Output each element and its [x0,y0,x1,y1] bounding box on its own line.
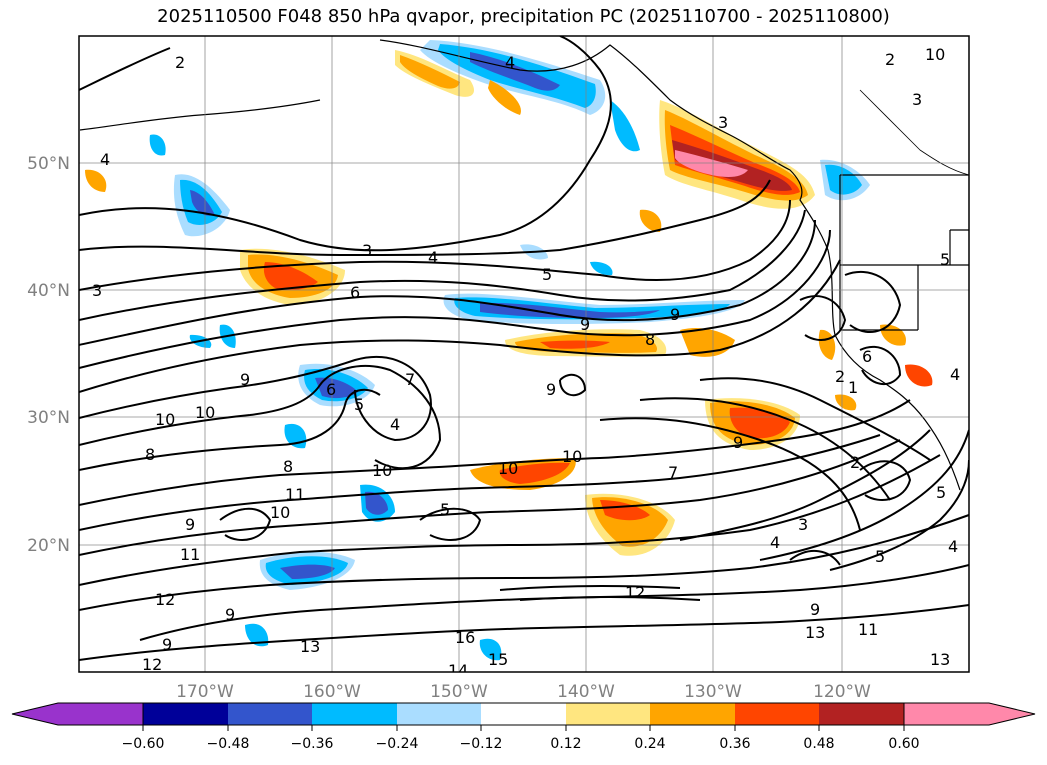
contour-label: 9 [162,635,172,654]
contour-label: 7 [668,463,678,482]
contour-label: 10 [195,403,215,422]
contour-label: 8 [283,457,293,476]
contour-label: 4 [390,415,400,434]
contour-label: 13 [930,650,950,669]
map-layers: 2 10 3 2 4 3 4 5 6 3 9 9 8 7 9 6 5 4 10 … [79,36,969,680]
contour-label: 6 [350,283,360,302]
lon-label-170w: 170°W [176,682,234,702]
lon-label-140w: 140°W [557,682,615,702]
contour-label: 5 [542,265,552,284]
contour-label: 3 [362,241,372,260]
contour-label: 8 [145,445,155,464]
contour-label: 9 [733,433,743,452]
contour-label: 7 [405,370,415,389]
contour-label: 4 [948,537,958,556]
contour-label: 13 [805,623,825,642]
contour-label: 8 [645,330,655,349]
colorbar: −0.60 −0.48 −0.36 −0.24 −0.12 0.12 0.24 … [11,702,1036,752]
contour-label: 6 [862,347,872,366]
contour-labels: 2 10 3 2 4 3 4 5 6 3 9 9 8 7 9 6 5 4 10 … [92,45,960,680]
contour-label: 5 [875,547,885,566]
colorbar-tick-label: 0.12 [550,736,581,752]
contour-label: 5 [440,500,450,519]
contour-label: 2 [835,367,845,386]
contour-label: 4 [505,53,515,72]
contour-label: 3 [92,281,102,300]
contour-label: 10 [562,447,582,466]
colorbar-extend-low [11,702,144,726]
contour-label: 3 [718,113,728,132]
contour-label: 6 [326,380,336,399]
contour-label: 12 [142,655,162,674]
contour-label: 4 [100,150,110,169]
contour-label: 10 [498,459,518,478]
map-title: 2025110500 F048 850 hPa qvapor, precipit… [157,6,890,27]
contour-label: 11 [285,485,305,504]
colorbar-bin [650,703,735,725]
contour-label: 2 [175,53,185,72]
contour-label: 10 [155,410,175,429]
contour-label: 3 [798,515,808,534]
colorbar-extend-high [903,702,1036,726]
colorbar-bin [566,703,650,725]
contour-label: 2 [850,453,860,472]
lat-label-40n: 40°N [27,281,70,301]
contour-label: 15 [488,650,508,669]
colorbar-bin [143,703,228,725]
lat-label-50n: 50°N [27,154,70,174]
colorbar-bin [481,703,566,725]
lon-label-120w: 120°W [813,682,871,702]
lat-label-30n: 30°N [27,408,70,428]
qvapor-contours [79,36,969,661]
contour-label: 9 [240,370,250,389]
lat-label-20n: 20°N [27,536,70,556]
contour-label: 12 [625,583,645,602]
contour-label: 5 [940,250,950,269]
contour-label: 4 [770,533,780,552]
contour-label: 9 [580,315,590,334]
colorbar-tick-label: 0.48 [803,736,834,752]
contour-label: 4 [950,365,960,384]
contour-label: 1 [848,378,858,397]
colorbar-bin [397,703,481,725]
map-frame [78,35,970,673]
colorbar-tick-label: 0.60 [888,736,919,752]
colorbar-tick-label: −0.24 [376,736,419,752]
contour-label: 9 [810,600,820,619]
lon-label-130w: 130°W [684,682,742,702]
contour-label: 13 [300,637,320,656]
colorbar-tick-label: −0.12 [460,736,503,752]
colorbar-bin [228,703,312,725]
contour-label: 14 [448,661,468,680]
contour-label: 5 [936,483,946,502]
map-background [79,36,969,672]
colorbar-bin [312,703,397,725]
lon-label-160w: 160°W [303,682,361,702]
contour-label: 5 [354,395,364,414]
lon-label-150w: 150°W [430,682,488,702]
contour-label: 9 [670,305,680,324]
colorbar-tick-label: −0.48 [207,736,250,752]
contour-label: 10 [270,503,290,522]
contour-label: 4 [428,248,438,267]
contour-label: 9 [546,380,556,399]
colorbar-bin [819,703,904,725]
contour-label: 2 [885,50,895,69]
colorbar-tick-label: −0.60 [122,736,165,752]
contour-label: 9 [185,515,195,534]
colorbar-tick-label: 0.24 [634,736,665,752]
coastline-layer [79,39,969,491]
colorbar-tick-label: −0.36 [291,736,334,752]
contour-label: 10 [925,45,945,64]
contour-label: 3 [912,90,922,109]
contour-label: 16 [455,628,475,647]
colorbar-tick-label: 0.36 [719,736,750,752]
contour-label: 12 [155,590,175,609]
contour-label: 9 [225,605,235,624]
contour-label: 11 [858,620,878,639]
contour-label: 10 [372,461,392,480]
colorbar-bin [735,703,819,725]
contour-label: 11 [180,545,200,564]
